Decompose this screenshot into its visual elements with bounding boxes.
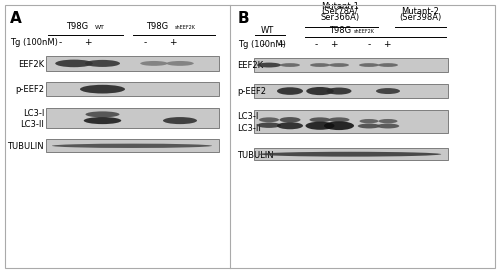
Text: +: + — [277, 40, 285, 49]
Ellipse shape — [80, 85, 125, 93]
Bar — [254, 58, 448, 72]
Text: T98G: T98G — [146, 22, 169, 31]
Text: p-EEF2: p-EEF2 — [15, 85, 44, 94]
Text: Ser366A): Ser366A) — [320, 13, 360, 22]
Bar — [46, 108, 218, 128]
Text: TUBULIN: TUBULIN — [8, 142, 44, 151]
Text: +: + — [84, 38, 91, 47]
Ellipse shape — [277, 122, 303, 129]
Ellipse shape — [376, 88, 400, 94]
Text: EEF2K: EEF2K — [237, 61, 263, 70]
Text: (Ser398A): (Ser398A) — [399, 13, 441, 22]
Ellipse shape — [259, 152, 442, 157]
Bar — [46, 82, 218, 96]
Ellipse shape — [306, 87, 334, 95]
Text: +: + — [330, 40, 338, 49]
Ellipse shape — [358, 124, 380, 128]
Text: shEEF2K: shEEF2K — [175, 25, 196, 30]
Ellipse shape — [326, 88, 351, 95]
Text: p-EEF2: p-EEF2 — [237, 87, 266, 96]
Text: -: - — [144, 38, 146, 47]
Ellipse shape — [306, 122, 334, 130]
Ellipse shape — [257, 63, 281, 67]
Text: Mutant-2: Mutant-2 — [401, 7, 439, 16]
Text: A: A — [10, 11, 22, 26]
Text: (Ser78A/: (Ser78A/ — [322, 7, 358, 16]
Bar — [254, 148, 448, 160]
Text: WT: WT — [95, 25, 105, 30]
Text: LC3-I
LC3-II: LC3-I LC3-II — [20, 109, 44, 129]
Text: Tg (100nM): Tg (100nM) — [238, 40, 286, 49]
Bar — [46, 56, 218, 71]
Ellipse shape — [360, 119, 378, 123]
Ellipse shape — [163, 117, 197, 124]
Ellipse shape — [257, 122, 281, 128]
Text: EEF2K: EEF2K — [18, 60, 44, 69]
Ellipse shape — [166, 61, 194, 66]
Ellipse shape — [86, 111, 119, 117]
Ellipse shape — [140, 61, 168, 66]
Text: LC3-I
LC3-II: LC3-I LC3-II — [237, 112, 261, 133]
Ellipse shape — [378, 119, 398, 123]
Text: -: - — [368, 40, 370, 49]
Text: shEEF2K: shEEF2K — [354, 29, 375, 34]
Text: Tg (100nM): Tg (100nM) — [10, 38, 58, 47]
Ellipse shape — [280, 117, 300, 122]
Bar — [46, 139, 218, 152]
Text: -: - — [262, 40, 264, 49]
Text: -: - — [58, 38, 61, 47]
Ellipse shape — [329, 63, 349, 67]
Ellipse shape — [280, 63, 300, 67]
Ellipse shape — [377, 124, 399, 128]
Text: TUBULIN: TUBULIN — [237, 150, 274, 160]
Ellipse shape — [52, 144, 212, 148]
Bar — [254, 84, 448, 98]
Text: -: - — [314, 40, 318, 49]
Text: B: B — [238, 11, 249, 26]
Ellipse shape — [84, 117, 121, 124]
Text: +: + — [384, 40, 391, 49]
Text: +: + — [169, 38, 176, 47]
Ellipse shape — [310, 117, 330, 122]
Text: T98G: T98G — [329, 26, 351, 35]
Ellipse shape — [55, 60, 93, 67]
Ellipse shape — [259, 117, 279, 122]
Ellipse shape — [378, 63, 398, 67]
Text: T98G: T98G — [66, 22, 88, 31]
Bar — [254, 110, 448, 133]
Ellipse shape — [328, 117, 349, 122]
Ellipse shape — [310, 63, 330, 67]
Text: WT: WT — [261, 26, 274, 35]
Ellipse shape — [324, 121, 354, 130]
Text: Mutant-1: Mutant-1 — [321, 2, 359, 11]
Ellipse shape — [85, 60, 120, 67]
Ellipse shape — [359, 63, 379, 67]
Ellipse shape — [277, 87, 303, 95]
